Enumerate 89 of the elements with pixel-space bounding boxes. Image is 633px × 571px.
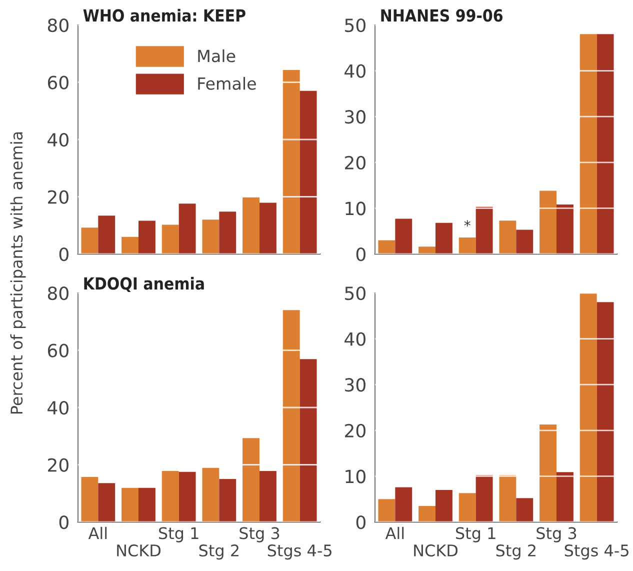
bar (98, 216, 116, 254)
y-tick-label: 80 (48, 18, 68, 32)
bar (300, 90, 317, 254)
x-tick-label: All (385, 526, 404, 539)
bar (395, 487, 412, 522)
bar (556, 204, 574, 254)
x-tick-label: Stg 1 (456, 527, 496, 542)
bar (476, 475, 493, 522)
y-tick-label: 40 (344, 332, 366, 346)
bar (580, 293, 597, 522)
bar (98, 483, 116, 522)
bar (242, 197, 260, 254)
bar (81, 477, 98, 522)
y-tick-label: 40 (48, 400, 68, 415)
x-tick-label: Stgs 4-5 (268, 544, 332, 560)
y-tick-label: 30 (345, 378, 366, 392)
bar (138, 488, 156, 522)
bar (596, 302, 614, 522)
bar (282, 70, 300, 254)
bar (162, 471, 179, 522)
y-tick-label: 20 (48, 458, 68, 472)
y-tick-label: 40 (344, 64, 366, 78)
x-tick-label: Stg 1 (158, 527, 198, 542)
chart-title: KDOQI anemia (84, 276, 204, 292)
bar (178, 204, 196, 254)
x-tick-label: Stg 3 (536, 527, 576, 542)
y-tick-label: 80 (48, 286, 68, 300)
y-tick-label: 0 (356, 247, 366, 262)
legend-label: Female (198, 76, 256, 90)
bar (580, 34, 597, 254)
bar (260, 471, 276, 522)
y-tick-label: 60 (48, 344, 68, 358)
bar (122, 236, 138, 254)
bar (540, 424, 556, 522)
bar (436, 222, 452, 254)
bar (219, 479, 236, 522)
bar (178, 472, 196, 522)
bar (378, 499, 396, 522)
y-tick-label: 50 (345, 18, 366, 32)
y-tick-label: 60 (48, 76, 68, 90)
y-axis-title: Percent of participants with anemia (10, 132, 26, 414)
bar (138, 220, 156, 254)
bar (499, 220, 516, 254)
x-tick-label: NCKD (414, 544, 458, 557)
bar (516, 230, 534, 254)
bar (556, 472, 574, 522)
bar (540, 190, 556, 254)
chart-title: NHANES 99-06 (381, 9, 503, 22)
y-tick-label: 20 (345, 424, 366, 438)
bar (499, 475, 516, 522)
x-tick-label: Stg 2 (496, 544, 536, 560)
bar (378, 240, 396, 254)
y-tick-label: 20 (48, 190, 68, 204)
y-tick-label: 10 (346, 470, 366, 484)
y-tick-label: 0 (356, 515, 366, 530)
bar (418, 246, 436, 254)
bar (436, 490, 452, 522)
bar (476, 206, 493, 254)
y-tick-label: 10 (346, 202, 366, 216)
bar (242, 438, 260, 522)
y-tick-label: 20 (345, 156, 366, 170)
y-tick-label: 0 (59, 515, 68, 530)
y-tick-label: 50 (345, 286, 366, 300)
bar (458, 238, 476, 254)
y-tick-label: 30 (345, 110, 366, 124)
x-tick-label: All (88, 526, 107, 539)
bar (596, 34, 614, 254)
y-tick-label: 40 (48, 132, 68, 147)
bar (418, 506, 436, 522)
bar (162, 224, 179, 254)
bar (282, 310, 300, 522)
bar (395, 218, 412, 254)
chart-title: WHO anemia: KEEP (83, 8, 246, 22)
bar (122, 488, 138, 522)
x-tick-label: NCKD (117, 544, 160, 557)
x-tick-label: Stg 3 (240, 527, 280, 542)
bar (81, 228, 98, 254)
bar (458, 493, 476, 522)
y-tick-label: 0 (59, 247, 68, 262)
annotation: * (464, 220, 470, 226)
bar (202, 468, 220, 522)
legend-label: Male (198, 49, 236, 62)
x-tick-label: Stgs 4-5 (564, 544, 628, 560)
x-tick-label: Stg 2 (199, 544, 238, 560)
bar (219, 212, 236, 254)
bar (260, 202, 276, 254)
bar (516, 498, 534, 522)
bar (202, 220, 220, 254)
bar (300, 359, 317, 522)
